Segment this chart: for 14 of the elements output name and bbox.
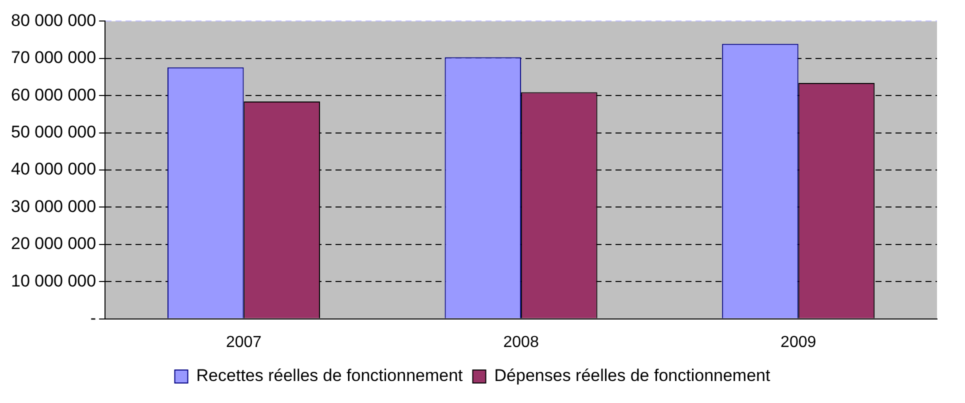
x-tick-label: 2007 — [226, 334, 262, 351]
y-tick-label: 40 000 000 — [10, 160, 96, 179]
x-tick-label: 2009 — [780, 334, 816, 351]
y-tick-label: 80 000 000 — [10, 10, 96, 30]
y-tick-label: 30 000 000 — [10, 196, 96, 216]
x-tick-label: 2008 — [503, 334, 539, 351]
y-tick-label: 50 000 000 — [10, 122, 96, 142]
legend-label: Recettes réelles de fonctionnement — [196, 366, 464, 386]
legend-label: Dépenses réelles de fonctionnement — [494, 366, 770, 386]
y-tick-label: 20 000 000 — [10, 234, 96, 254]
y-tick-label: 10 000 000 — [10, 271, 96, 290]
y-tick-label: - — [90, 308, 96, 328]
y-tick-label: 70 000 000 — [10, 48, 96, 68]
y-tick-label: 60 000 000 — [10, 85, 96, 104]
